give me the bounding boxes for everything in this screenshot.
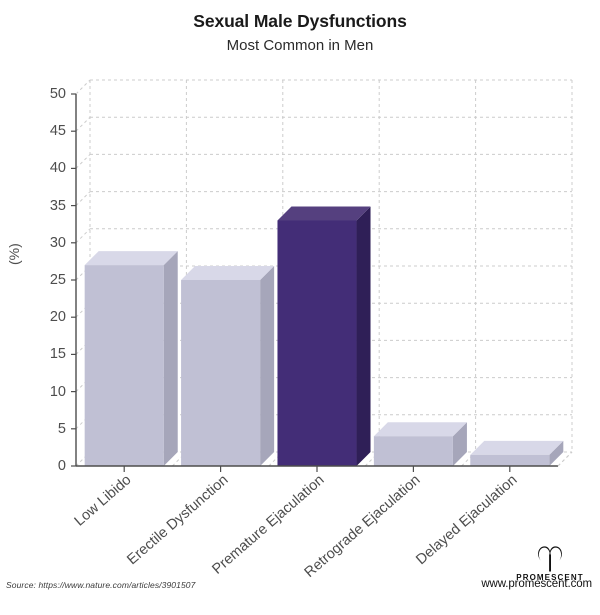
x-tick-label-5: Delayed Ejaculation <box>413 472 521 569</box>
aries-ram-icon <box>538 546 562 572</box>
page-subtitle: Most Common in Men <box>226 37 374 54</box>
y-tick-label: 40 <box>49 160 66 177</box>
chart-container: Sexual Male Dysfunctions Most Common in … <box>0 10 600 590</box>
x-tick-label-3: Premature Ejaculation <box>209 472 328 578</box>
bar-4 <box>373 422 467 466</box>
bar-chart-svg <box>71 79 573 472</box>
bar-5 <box>470 440 564 466</box>
source-note: Source: https://www.nature.com/articles/… <box>6 580 196 590</box>
y-axis-title: (%) <box>6 243 22 265</box>
y-tick-label: 0 <box>57 458 66 474</box>
brand-logo: PROMESCENT <box>508 546 592 582</box>
site-url: www.promescent.com <box>481 578 592 590</box>
page-title: Sexual Male Dysfunctions <box>193 11 407 31</box>
bar-2 <box>181 266 275 466</box>
y-axis-ticks: 0 5 10 15 20 25 30 35 40 45 50 <box>22 87 66 474</box>
y-tick-label: 5 <box>57 420 66 437</box>
y-tick-label: 50 <box>49 86 66 102</box>
y-tick-label: 15 <box>49 346 66 363</box>
y-tick-label: 10 <box>49 383 66 400</box>
bar-1 <box>84 251 178 466</box>
x-tick-label-2: Erectile Dysfunction <box>123 472 232 569</box>
x-tick-label-4: Retrograde Ejaculation <box>302 472 424 581</box>
plot-area <box>71 79 573 472</box>
y-tick-label: 45 <box>49 123 66 140</box>
y-tick-label: 30 <box>49 234 66 251</box>
y-tick-label: 20 <box>49 309 66 326</box>
x-axis-labels: Low Libido Erectile Dysfunction Premature … <box>72 466 572 581</box>
x-tick-label-1: Low Libido <box>71 472 135 530</box>
title-block: Sexual Male Dysfunctions Most Common in … <box>0 10 600 57</box>
y-tick-label: 25 <box>49 272 66 288</box>
brand-name: PROMESCENT <box>516 573 584 582</box>
bar-3 <box>277 206 371 466</box>
y-tick-label: 35 <box>49 197 66 214</box>
